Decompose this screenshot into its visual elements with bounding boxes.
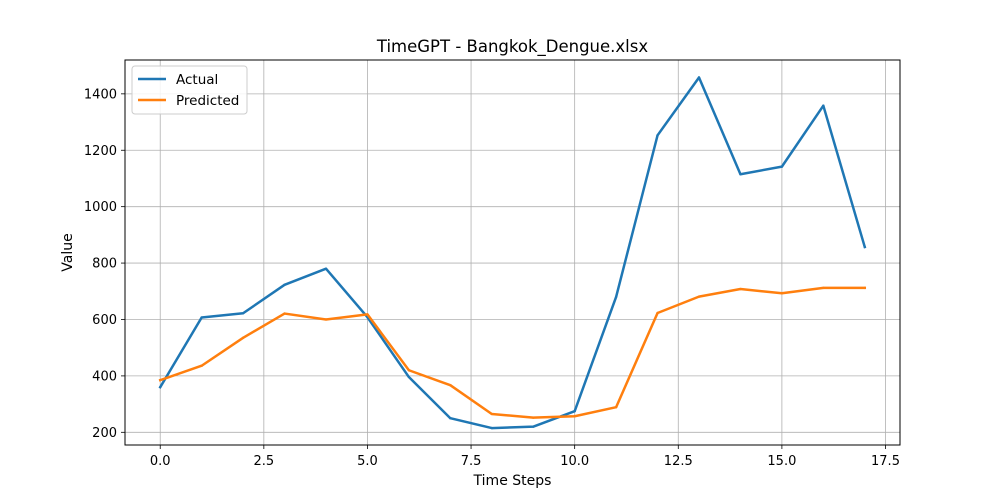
series-line-actual	[158, 76, 867, 430]
grid-layer	[125, 60, 900, 445]
data-point-actual	[573, 409, 576, 413]
data-point-predicted	[863, 286, 866, 290]
y-tick-label: 1000	[84, 200, 117, 215]
x-tick-label: 2.5	[253, 454, 274, 469]
data-point-actual	[449, 417, 452, 420]
legend: Actual Predicted	[131, 65, 248, 115]
legend-label-predicted: Predicted	[176, 93, 239, 109]
data-point-predicted	[532, 416, 535, 419]
x-tick-label: 7.5	[461, 454, 482, 469]
plot-frame	[124, 59, 901, 446]
data-point-actual	[407, 375, 411, 379]
data-point-actual	[324, 267, 328, 270]
data-point-actual	[863, 245, 866, 249]
y-axis-label: Value	[60, 233, 76, 271]
data-point-predicted	[200, 364, 203, 367]
y-tick-label: 1400	[84, 87, 117, 102]
data-point-actual	[200, 316, 203, 319]
x-tick-label: 5.0	[357, 454, 378, 469]
data-point-actual	[739, 173, 742, 176]
x-tick-label: 17.5	[871, 454, 900, 469]
series-line-predicted	[158, 286, 867, 419]
data-point-predicted	[241, 336, 245, 340]
data-point-predicted	[283, 312, 286, 315]
data-point-actual	[159, 385, 162, 389]
data-point-predicted	[159, 378, 162, 382]
legend-label-actual: Actual	[176, 72, 218, 88]
y-tick-label: 200	[92, 426, 117, 441]
data-point-predicted	[490, 412, 493, 416]
x-tick-label: 0.0	[150, 454, 171, 469]
x-tick-label: 12.5	[664, 454, 693, 469]
y-tick-label: 400	[92, 369, 117, 384]
series-layer	[158, 76, 867, 430]
data-point-predicted	[449, 384, 452, 387]
y-tick-label: 1200	[84, 144, 117, 159]
data-point-predicted	[697, 295, 701, 298]
data-point-predicted	[324, 318, 328, 321]
data-point-actual	[532, 425, 535, 428]
data-point-predicted	[739, 287, 742, 291]
data-point-actual	[283, 283, 286, 286]
chart-title: TimeGPT - Bangkok_Dengue.xlsx	[376, 37, 648, 57]
data-point-predicted	[822, 286, 825, 290]
data-point-predicted	[366, 313, 369, 316]
data-point-predicted	[656, 311, 659, 315]
data-point-actual	[241, 312, 245, 315]
x-tick-label: 10.0	[560, 454, 589, 469]
data-point-predicted	[407, 369, 411, 372]
data-point-actual	[780, 165, 784, 168]
data-point-predicted	[780, 292, 784, 295]
data-point-actual	[656, 134, 659, 137]
data-point-actual	[697, 76, 701, 79]
tick-layer: 0.0 2.5 5.0 7.5 10.0 12.5 15.0 17.5 200 400 600 800…	[84, 87, 900, 469]
data-point-predicted	[573, 415, 576, 418]
x-tick-label: 15.0	[767, 454, 796, 469]
y-tick-label: 600	[92, 313, 117, 328]
data-point-actual	[822, 104, 825, 107]
data-point-predicted	[614, 406, 618, 409]
x-axis-label: Time Steps	[473, 473, 552, 489]
data-point-actual	[614, 295, 618, 299]
y-tick-label: 800	[92, 257, 117, 272]
data-point-actual	[490, 426, 493, 430]
